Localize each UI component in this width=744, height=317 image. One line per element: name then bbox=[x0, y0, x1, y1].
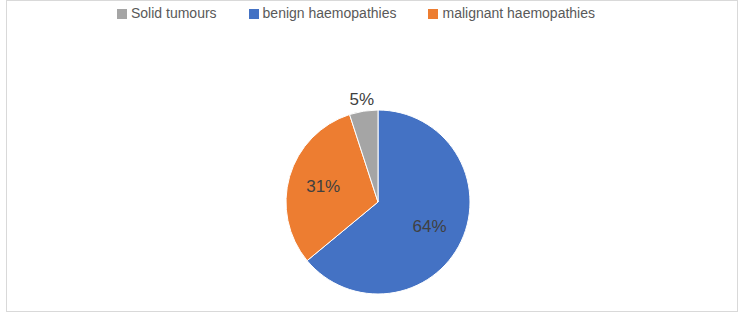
svg-text:64%: 64% bbox=[413, 217, 447, 236]
html-text:benign haemopathies: benign haemopathies bbox=[262, 5, 397, 21]
svg-text:5%: 5% bbox=[349, 90, 374, 109]
html-text:malignant haemopathies: malignant haemopathies bbox=[442, 5, 595, 21]
html-text:Solid tumours: Solid tumours bbox=[131, 5, 217, 21]
svg-text:31%: 31% bbox=[306, 177, 340, 196]
